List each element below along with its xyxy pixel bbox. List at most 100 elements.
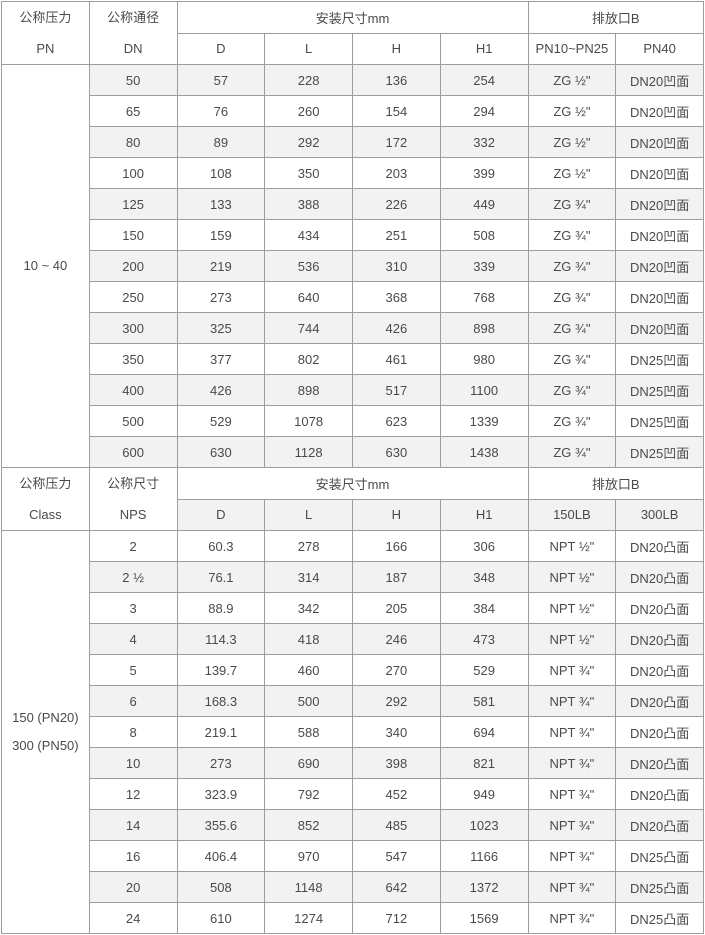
nominal-size-cell: 200 bbox=[88, 250, 178, 282]
dim-h-cell: 310 bbox=[352, 250, 441, 282]
nominal-size-header-cell: 公称通径 DN bbox=[88, 1, 178, 65]
dim-d-cell: 133 bbox=[176, 188, 266, 220]
drain-right-cell: DN25凹面 bbox=[615, 374, 704, 406]
table-row: 300 325 744 426 898 ZG ¾" DN20凹面 bbox=[2, 312, 704, 344]
drain-port-header-cell: 排放口B bbox=[527, 1, 704, 34]
drain-left-cell: ZG ¾" bbox=[527, 374, 617, 406]
nominal-size-cell: 12 bbox=[88, 778, 178, 810]
drain-right-cell: DN20凸面 bbox=[615, 716, 704, 748]
dim-d-cell: 60.3 bbox=[176, 530, 266, 562]
drain-right-cell: DN20凸面 bbox=[615, 654, 704, 686]
dim-l-cell: 1148 bbox=[264, 871, 353, 903]
dim-h1-cell: 339 bbox=[439, 250, 529, 282]
nominal-size-cell: 2 bbox=[88, 530, 178, 562]
dim-l-cell: 802 bbox=[264, 343, 353, 375]
table-row: 250 273 640 368 768 ZG ¾" DN20凹面 bbox=[2, 281, 704, 313]
dim-col-header-cell: L bbox=[264, 32, 353, 65]
nominal-size-cell: 20 bbox=[88, 871, 178, 903]
dim-l-cell: 792 bbox=[264, 778, 353, 810]
dim-h1-cell: 399 bbox=[439, 157, 529, 189]
drain-right-cell: DN20凸面 bbox=[615, 561, 704, 593]
drain-right-cell: DN20凹面 bbox=[615, 126, 704, 158]
dim-h-cell: 426 bbox=[352, 312, 441, 344]
drain-right-cell: DN20凹面 bbox=[615, 188, 704, 220]
drain-right-cell: DN20凹面 bbox=[615, 250, 704, 282]
dim-l-cell: 640 bbox=[264, 281, 353, 313]
table-row: 5 139.7 460 270 529 NPT ¾" DN20凸面 bbox=[2, 654, 704, 686]
nominal-size-cell: 500 bbox=[88, 405, 178, 437]
table-row: 400 426 898 517 1100 ZG ¾" DN25凹面 bbox=[2, 374, 704, 406]
dim-d-cell: 377 bbox=[176, 343, 266, 375]
drain-right-cell: DN25凸面 bbox=[615, 871, 704, 903]
drain-left-cell: NPT ¾" bbox=[527, 778, 617, 810]
nominal-size-header-cell: 公称尺寸 NPS bbox=[88, 467, 178, 531]
header-line: 公称尺寸 bbox=[107, 476, 160, 491]
dim-l-cell: 690 bbox=[264, 747, 353, 779]
drain-left-cell: ZG ¾" bbox=[527, 436, 617, 468]
nominal-size-cell: 150 bbox=[88, 219, 178, 251]
dim-h1-cell: 581 bbox=[439, 685, 529, 717]
drain-right-cell: DN25凹面 bbox=[615, 343, 704, 375]
dim-h1-cell: 508 bbox=[439, 219, 529, 251]
drain-col-header-cell: 150LB bbox=[527, 498, 617, 531]
dim-h1-cell: 473 bbox=[439, 623, 529, 655]
nominal-size-cell: 8 bbox=[88, 716, 178, 748]
drain-left-cell: ZG ¾" bbox=[527, 405, 617, 437]
table-row: 20 508 1148 642 1372 NPT ¾" DN25凸面 bbox=[2, 871, 704, 903]
dim-l-cell: 744 bbox=[264, 312, 353, 344]
dim-h-cell: 270 bbox=[352, 654, 441, 686]
dim-d-cell: 108 bbox=[176, 157, 266, 189]
dim-col-header-cell: H1 bbox=[439, 32, 529, 65]
dim-d-cell: 529 bbox=[176, 405, 266, 437]
dim-l-cell: 342 bbox=[264, 592, 353, 624]
dim-l-cell: 1128 bbox=[264, 436, 353, 468]
table-body: 10 ~ 40 50 57 228 136 254 ZG ½" DN20凹面 65 76 260 15… bbox=[1, 64, 704, 934]
drain-left-cell: NPT ¾" bbox=[527, 809, 617, 841]
dim-d-cell: 325 bbox=[176, 312, 266, 344]
table-row: 10 273 690 398 821 NPT ¾" DN20凸面 bbox=[2, 747, 704, 779]
header-line: Class bbox=[29, 507, 62, 522]
dim-l-cell: 350 bbox=[264, 157, 353, 189]
dim-d-cell: 508 bbox=[176, 871, 266, 903]
table-row: 200 219 536 310 339 ZG ¾" DN20凹面 bbox=[2, 250, 704, 282]
dim-h-cell: 166 bbox=[352, 530, 441, 562]
drain-right-cell: DN20凸面 bbox=[615, 530, 704, 562]
drain-right-cell: DN25凹面 bbox=[615, 436, 704, 468]
dim-h1-cell: 694 bbox=[439, 716, 529, 748]
drain-right-cell: DN25凸面 bbox=[615, 840, 704, 872]
dim-d-cell: 57 bbox=[176, 64, 266, 96]
section1-header: 公称压力 PN 公称通径 DN 安装尺寸mm 排放口B D L H H1 PN1… bbox=[1, 1, 704, 65]
table-row: 8 219.1 588 340 694 NPT ¾" DN20凸面 bbox=[2, 716, 704, 748]
table-row: 4 114.3 418 246 473 NPT ½" DN20凸面 bbox=[2, 623, 704, 655]
drain-left-cell: ZG ¾" bbox=[527, 219, 617, 251]
dim-h1-cell: 529 bbox=[439, 654, 529, 686]
dim-l-cell: 278 bbox=[264, 530, 353, 562]
section-subheader-row: D L H H1 PN10~PN25 PN40 bbox=[2, 32, 704, 65]
nominal-size-cell: 5 bbox=[88, 654, 178, 686]
pressure-value-line: 150 (PN20) bbox=[12, 710, 79, 725]
dim-h1-cell: 254 bbox=[439, 64, 529, 96]
header-line: 公称压力 bbox=[19, 476, 72, 491]
dim-h-cell: 205 bbox=[352, 592, 441, 624]
dim-d-cell: 139.7 bbox=[176, 654, 266, 686]
nominal-size-cell: 3 bbox=[88, 592, 178, 624]
dim-h-cell: 136 bbox=[352, 64, 441, 96]
drain-right-cell: DN20凸面 bbox=[615, 778, 704, 810]
section-header-row: 公称压力 PN 公称通径 DN 安装尺寸mm 排放口B bbox=[1, 1, 704, 65]
drain-col-header-cell: PN10~PN25 bbox=[527, 32, 617, 65]
nominal-size-cell: 350 bbox=[88, 343, 178, 375]
section-header-row: 公称压力 Class 公称尺寸 NPS 安装尺寸mm 排放口B bbox=[1, 467, 704, 531]
drain-left-cell: ZG ½" bbox=[527, 157, 617, 189]
nominal-size-cell: 65 bbox=[88, 95, 178, 127]
dim-col-header-cell: H bbox=[352, 498, 441, 531]
nominal-size-cell: 6 bbox=[88, 685, 178, 717]
dim-l-cell: 228 bbox=[264, 64, 353, 96]
drain-left-cell: ZG ½" bbox=[527, 64, 617, 96]
dim-h1-cell: 768 bbox=[439, 281, 529, 313]
dim-h1-cell: 1339 bbox=[439, 405, 529, 437]
dim-l-cell: 1078 bbox=[264, 405, 353, 437]
dim-h-cell: 452 bbox=[352, 778, 441, 810]
table-row: 6 168.3 500 292 581 NPT ¾" DN20凸面 bbox=[2, 685, 704, 717]
